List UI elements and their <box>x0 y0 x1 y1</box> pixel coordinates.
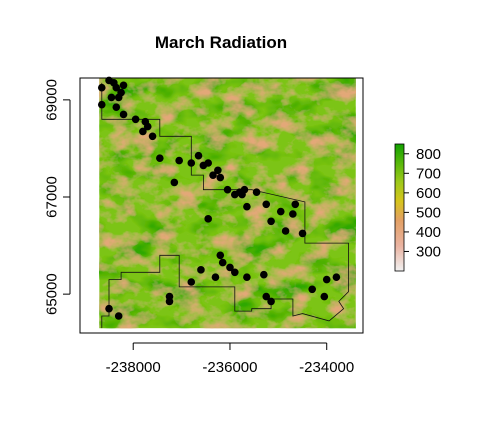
sample-point <box>231 268 239 277</box>
sample-point <box>209 171 217 179</box>
sample-point <box>119 110 128 119</box>
sample-point <box>291 200 300 209</box>
sample-point <box>97 83 106 92</box>
chart-title: March Radiation <box>155 33 287 52</box>
sample-point <box>165 297 174 306</box>
sample-point <box>148 132 157 141</box>
sample-point <box>243 202 251 211</box>
boundary-line <box>101 82 349 329</box>
sample-point <box>308 285 317 294</box>
sample-point <box>114 312 123 320</box>
sample-point <box>187 159 196 167</box>
x-axis: -238000 -236000 -234000 <box>106 342 354 376</box>
sample-point <box>112 103 121 111</box>
legend-tick-label: 700 <box>416 165 441 182</box>
sample-point <box>262 292 271 301</box>
sample-point <box>214 166 222 175</box>
sample-point <box>216 251 225 260</box>
sample-point <box>218 258 227 267</box>
y-tick-label: 69000 <box>44 79 61 121</box>
plot-frame <box>79 77 364 334</box>
sample-point <box>281 227 290 235</box>
legend-tick-label: 500 <box>416 204 441 221</box>
sample-point <box>243 273 251 281</box>
sample-point <box>131 115 140 124</box>
x-tick-label: -238000 <box>106 359 161 376</box>
sample-points <box>97 76 341 320</box>
sample-point <box>298 229 307 238</box>
sample-point <box>260 270 268 279</box>
raster-surface <box>99 78 356 329</box>
sample-point <box>112 83 121 92</box>
sample-point <box>267 217 275 226</box>
sample-point <box>320 292 329 301</box>
sample-point <box>114 93 123 102</box>
sample-point <box>156 154 164 162</box>
x-tick-label: -234000 <box>299 359 354 376</box>
sample-point <box>276 207 285 216</box>
sample-point <box>143 122 152 131</box>
sample-point <box>139 127 147 136</box>
sample-point <box>204 215 212 223</box>
legend-colorbar <box>394 143 405 272</box>
sample-point <box>216 173 225 182</box>
sample-point <box>199 161 208 170</box>
sample-point <box>211 273 220 281</box>
x-tick-label: -236000 <box>202 359 257 376</box>
radiation-raster <box>99 78 356 329</box>
sample-point <box>107 93 116 102</box>
sample-point <box>322 275 331 284</box>
sample-point <box>170 178 179 187</box>
sample-point <box>289 210 297 218</box>
sample-point <box>187 278 196 286</box>
color-legend: 300 400 500 600 700 800 <box>394 143 441 272</box>
study-area-boundary <box>101 82 349 329</box>
legend-tick-label: 300 <box>416 243 441 260</box>
sample-point <box>194 151 203 160</box>
sample-point <box>119 81 128 90</box>
sample-point <box>262 200 271 209</box>
sample-point <box>197 266 205 274</box>
legend-tick-label: 600 <box>416 185 441 202</box>
y-tick-label: 67000 <box>44 176 61 218</box>
sample-point <box>332 273 341 281</box>
legend-tick-label: 800 <box>416 146 441 163</box>
sample-point <box>97 100 106 109</box>
sample-point <box>238 190 246 199</box>
sample-point <box>231 190 239 199</box>
sample-point <box>105 304 113 313</box>
sample-point <box>226 263 234 272</box>
sample-point <box>267 297 275 306</box>
y-axis: 65000 67000 69000 <box>44 79 71 315</box>
sample-point <box>223 185 232 194</box>
sample-point <box>175 156 183 165</box>
sample-point <box>252 188 261 196</box>
y-tick-label: 65000 <box>44 273 61 315</box>
legend-tick-label: 400 <box>416 224 441 241</box>
